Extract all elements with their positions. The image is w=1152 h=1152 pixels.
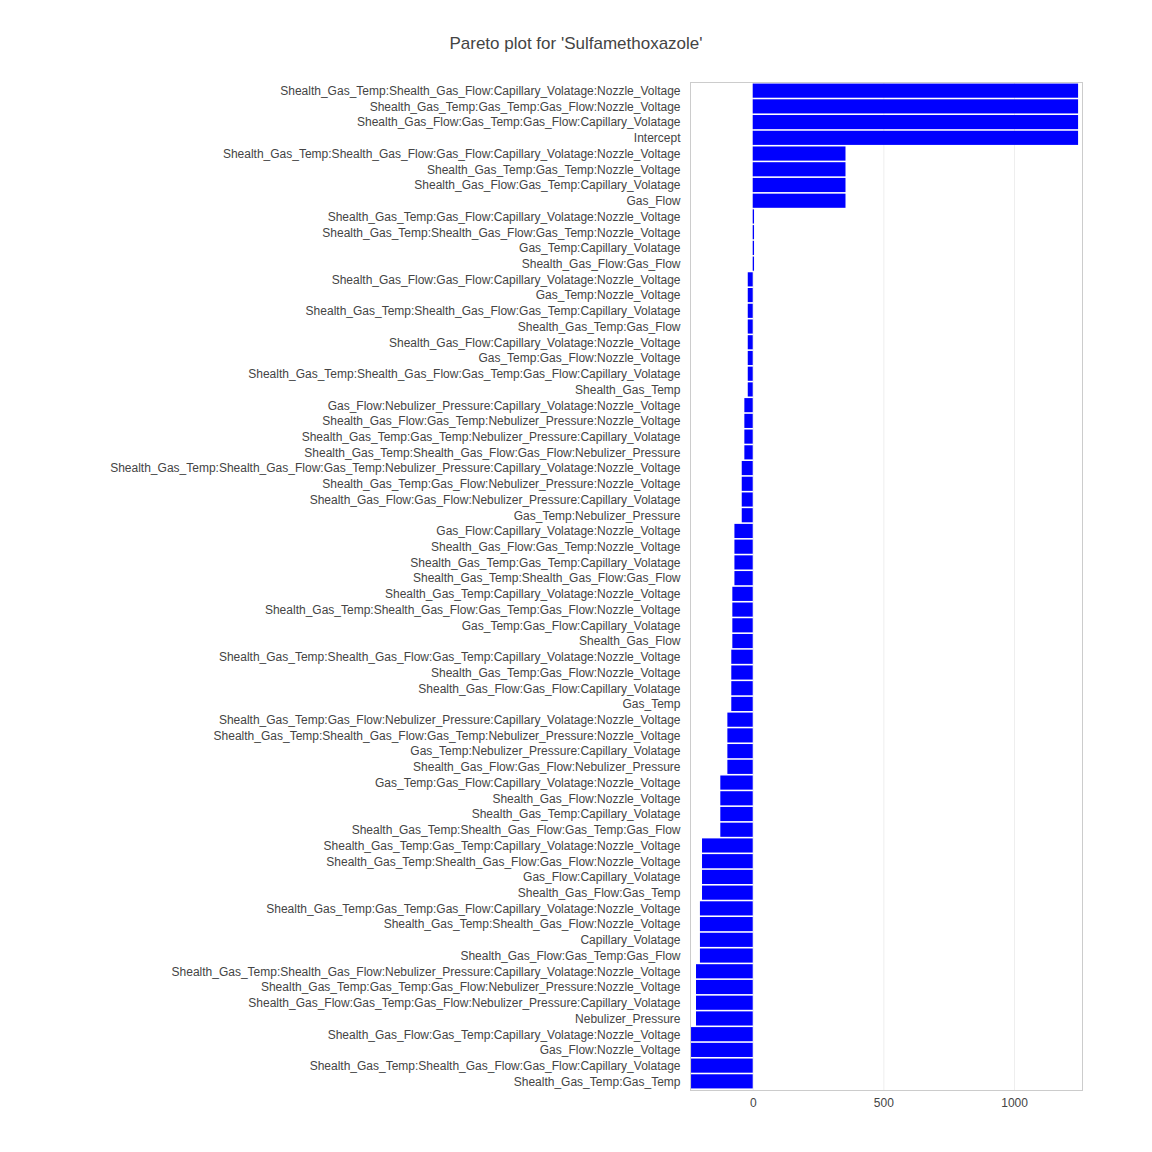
svg-text:Shealth_Gas_Temp:Gas_Temp:Gas_: Shealth_Gas_Temp:Gas_Temp:Gas_Flow:Nozzl… (370, 100, 681, 114)
svg-text:Shealth_Gas_Temp:Shealth_Gas_F: Shealth_Gas_Temp:Shealth_Gas_Flow:Gas_Te… (110, 461, 681, 475)
svg-text:Shealth_Gas_Temp:Gas_Temp: Shealth_Gas_Temp:Gas_Temp (514, 1075, 681, 1089)
svg-text:Gas_Flow:Nozzle_Voltage: Gas_Flow:Nozzle_Voltage (540, 1043, 681, 1057)
svg-text:Shealth_Gas_Temp:Shealth_Gas_F: Shealth_Gas_Temp:Shealth_Gas_Flow:Gas_Te… (219, 650, 681, 664)
svg-text:Shealth_Gas_Temp:Shealth_Gas_F: Shealth_Gas_Temp:Shealth_Gas_Flow:Gas_Fl… (304, 446, 681, 460)
svg-text:Gas_Flow: Gas_Flow (626, 194, 680, 208)
svg-text:Shealth_Gas_Temp:Gas_Flow: Shealth_Gas_Temp:Gas_Flow (518, 320, 681, 334)
svg-text:Shealth_Gas_Temp:Gas_Temp:Gas_: Shealth_Gas_Temp:Gas_Temp:Gas_Flow:Capil… (266, 902, 681, 916)
svg-text:Shealth_Gas_Temp:Gas_Temp:Nebu: Shealth_Gas_Temp:Gas_Temp:Nebulizer_Pres… (302, 430, 681, 444)
svg-text:Shealth_Gas_Flow:Gas_Temp:Gas_: Shealth_Gas_Flow:Gas_Temp:Gas_Flow:Nebul… (248, 996, 681, 1010)
svg-text:Shealth_Gas_Flow:Gas_Flow:Capi: Shealth_Gas_Flow:Gas_Flow:Capillary_Vola… (332, 273, 681, 287)
svg-text:Shealth_Gas_Flow:Gas_Flow: Shealth_Gas_Flow:Gas_Flow (522, 257, 681, 271)
svg-text:Gas_Flow:Capillary_Volatage:No: Gas_Flow:Capillary_Volatage:Nozzle_Volta… (436, 524, 680, 538)
svg-text:Shealth_Gas_Flow:Gas_Temp:Nebu: Shealth_Gas_Flow:Gas_Temp:Nebulizer_Pres… (322, 414, 681, 428)
svg-text:0: 0 (750, 1096, 757, 1110)
svg-text:Shealth_Gas_Flow:Gas_Flow:Nebu: Shealth_Gas_Flow:Gas_Flow:Nebulizer_Pres… (310, 493, 681, 507)
svg-text:Shealth_Gas_Temp:Shealth_Gas_F: Shealth_Gas_Temp:Shealth_Gas_Flow:Gas_Fl… (413, 571, 681, 585)
svg-text:Shealth_Gas_Temp:Shealth_Gas_F: Shealth_Gas_Temp:Shealth_Gas_Flow:Gas_Fl… (223, 147, 681, 161)
svg-text:Shealth_Gas_Temp:Gas_Flow:Nebu: Shealth_Gas_Temp:Gas_Flow:Nebulizer_Pres… (322, 477, 681, 491)
svg-text:Shealth_Gas_Flow:Gas_Temp:Nozz: Shealth_Gas_Flow:Gas_Temp:Nozzle_Voltage (431, 540, 681, 554)
svg-text:Shealth_Gas_Temp:Shealth_Gas_F: Shealth_Gas_Temp:Shealth_Gas_Flow:Nozzle… (384, 917, 681, 931)
svg-text:Intercept: Intercept (634, 131, 681, 145)
svg-text:Shealth_Gas_Temp:Shealth_Gas_F: Shealth_Gas_Temp:Shealth_Gas_Flow:Gas_Fl… (310, 1059, 681, 1073)
svg-text:Shealth_Gas_Flow:Gas_Flow:Capi: Shealth_Gas_Flow:Gas_Flow:Capillary_Vola… (418, 682, 680, 696)
svg-text:Shealth_Gas_Temp:Capillary_Vol: Shealth_Gas_Temp:Capillary_Volatage:Nozz… (385, 587, 681, 601)
svg-text:Shealth_Gas_Flow:Capillary_Vol: Shealth_Gas_Flow:Capillary_Volatage:Nozz… (389, 336, 681, 350)
svg-text:Shealth_Gas_Temp:Shealth_Gas_F: Shealth_Gas_Temp:Shealth_Gas_Flow:Gas_Te… (265, 603, 681, 617)
svg-text:Shealth_Gas_Temp:Gas_Temp:Capi: Shealth_Gas_Temp:Gas_Temp:Capillary_Vola… (410, 556, 680, 570)
svg-text:Shealth_Gas_Temp:Shealth_Gas_F: Shealth_Gas_Temp:Shealth_Gas_Flow:Gas_Te… (306, 304, 681, 318)
svg-text:Shealth_Gas_Flow:Gas_Flow:Nebu: Shealth_Gas_Flow:Gas_Flow:Nebulizer_Pres… (413, 760, 681, 774)
svg-text:Capillary_Volatage: Capillary_Volatage (580, 933, 680, 947)
svg-text:Shealth_Gas_Flow:Gas_Temp: Shealth_Gas_Flow:Gas_Temp (518, 886, 681, 900)
svg-text:Gas_Flow:Capillary_Volatage: Gas_Flow:Capillary_Volatage (523, 870, 681, 884)
svg-text:Shealth_Gas_Temp:Shealth_Gas_F: Shealth_Gas_Temp:Shealth_Gas_Flow:Nebuli… (172, 965, 681, 979)
svg-text:Gas_Flow:Nebulizer_Pressure:Ca: Gas_Flow:Nebulizer_Pressure:Capillary_Vo… (328, 398, 681, 412)
svg-text:Shealth_Gas_Temp:Gas_Flow:Nozz: Shealth_Gas_Temp:Gas_Flow:Nozzle_Voltage (431, 666, 681, 680)
html-text:Pareto plot for 'Sulfamethoxaz: Pareto plot for 'Sulfamethoxazole' (449, 34, 703, 53)
svg-text:Gas_Temp:Gas_Flow:Nozzle_Volta: Gas_Temp:Gas_Flow:Nozzle_Voltage (478, 351, 680, 365)
svg-text:Shealth_Gas_Temp:Shealth_Gas_F: Shealth_Gas_Temp:Shealth_Gas_Flow:Gas_Fl… (326, 855, 681, 869)
svg-text:Shealth_Gas_Temp:Gas_Temp:Gas_: Shealth_Gas_Temp:Gas_Temp:Gas_Flow:Nebul… (261, 980, 681, 994)
svg-text:Shealth_Gas_Flow:Gas_Temp:Gas_: Shealth_Gas_Flow:Gas_Temp:Gas_Flow:Capil… (357, 115, 681, 129)
svg-text:Shealth_Gas_Temp:Shealth_Gas_F: Shealth_Gas_Temp:Shealth_Gas_Flow:Gas_Te… (322, 226, 681, 240)
svg-text:Shealth_Gas_Temp:Shealth_Gas_F: Shealth_Gas_Temp:Shealth_Gas_Flow:Capill… (280, 84, 681, 98)
svg-text:1000: 1000 (1001, 1096, 1028, 1110)
svg-text:Gas_Temp:Nozzle_Voltage: Gas_Temp:Nozzle_Voltage (536, 288, 681, 302)
svg-text:Shealth_Gas_Flow:Gas_Temp:Capi: Shealth_Gas_Flow:Gas_Temp:Capillary_Vola… (414, 178, 680, 192)
svg-text:500: 500 (874, 1096, 894, 1110)
svg-text:Shealth_Gas_Flow: Shealth_Gas_Flow (579, 634, 681, 648)
svg-text:Gas_Temp:Capillary_Volatage: Gas_Temp:Capillary_Volatage (519, 241, 681, 255)
svg-text:Shealth_Gas_Temp:Capillary_Vol: Shealth_Gas_Temp:Capillary_Volatage (472, 807, 681, 821)
svg-text:Shealth_Gas_Temp:Shealth_Gas_F: Shealth_Gas_Temp:Shealth_Gas_Flow:Gas_Te… (214, 729, 681, 743)
svg-text:Shealth_Gas_Temp:Gas_Flow:Nebu: Shealth_Gas_Temp:Gas_Flow:Nebulizer_Pres… (219, 713, 681, 727)
svg-text:Gas_Temp: Gas_Temp (622, 697, 680, 711)
svg-text:Shealth_Gas_Temp:Shealth_Gas_F: Shealth_Gas_Temp:Shealth_Gas_Flow:Gas_Te… (248, 367, 681, 381)
svg-text:Gas_Temp:Nebulizer_Pressure:Ca: Gas_Temp:Nebulizer_Pressure:Capillary_Vo… (410, 744, 680, 758)
svg-text:Shealth_Gas_Temp:Gas_Flow:Capi: Shealth_Gas_Temp:Gas_Flow:Capillary_Vola… (328, 210, 681, 224)
svg-text:Gas_Temp:Gas_Flow:Capillary_Vo: Gas_Temp:Gas_Flow:Capillary_Volatage:Noz… (375, 776, 681, 790)
svg-text:Shealth_Gas_Flow:Gas_Temp:Gas_: Shealth_Gas_Flow:Gas_Temp:Gas_Flow (460, 949, 680, 963)
svg-text:Gas_Temp:Nebulizer_Pressure: Gas_Temp:Nebulizer_Pressure (514, 509, 681, 523)
svg-text:Gas_Temp:Gas_Flow:Capillary_Vo: Gas_Temp:Gas_Flow:Capillary_Volatage (462, 619, 681, 633)
svg-text:Shealth_Gas_Flow:Nozzle_Voltag: Shealth_Gas_Flow:Nozzle_Voltage (492, 792, 680, 806)
svg-text:Shealth_Gas_Temp: Shealth_Gas_Temp (575, 383, 681, 397)
svg-text:Shealth_Gas_Temp:Gas_Temp:Nozz: Shealth_Gas_Temp:Gas_Temp:Nozzle_Voltage (427, 163, 681, 177)
svg-text:Nebulizer_Pressure: Nebulizer_Pressure (575, 1012, 681, 1026)
svg-text:Shealth_Gas_Temp:Shealth_Gas_F: Shealth_Gas_Temp:Shealth_Gas_Flow:Gas_Te… (352, 823, 681, 837)
svg-text:Shealth_Gas_Flow:Gas_Temp:Capi: Shealth_Gas_Flow:Gas_Temp:Capillary_Vola… (328, 1028, 681, 1042)
svg-text:Shealth_Gas_Temp:Gas_Temp:Capi: Shealth_Gas_Temp:Gas_Temp:Capillary_Vola… (324, 839, 681, 853)
